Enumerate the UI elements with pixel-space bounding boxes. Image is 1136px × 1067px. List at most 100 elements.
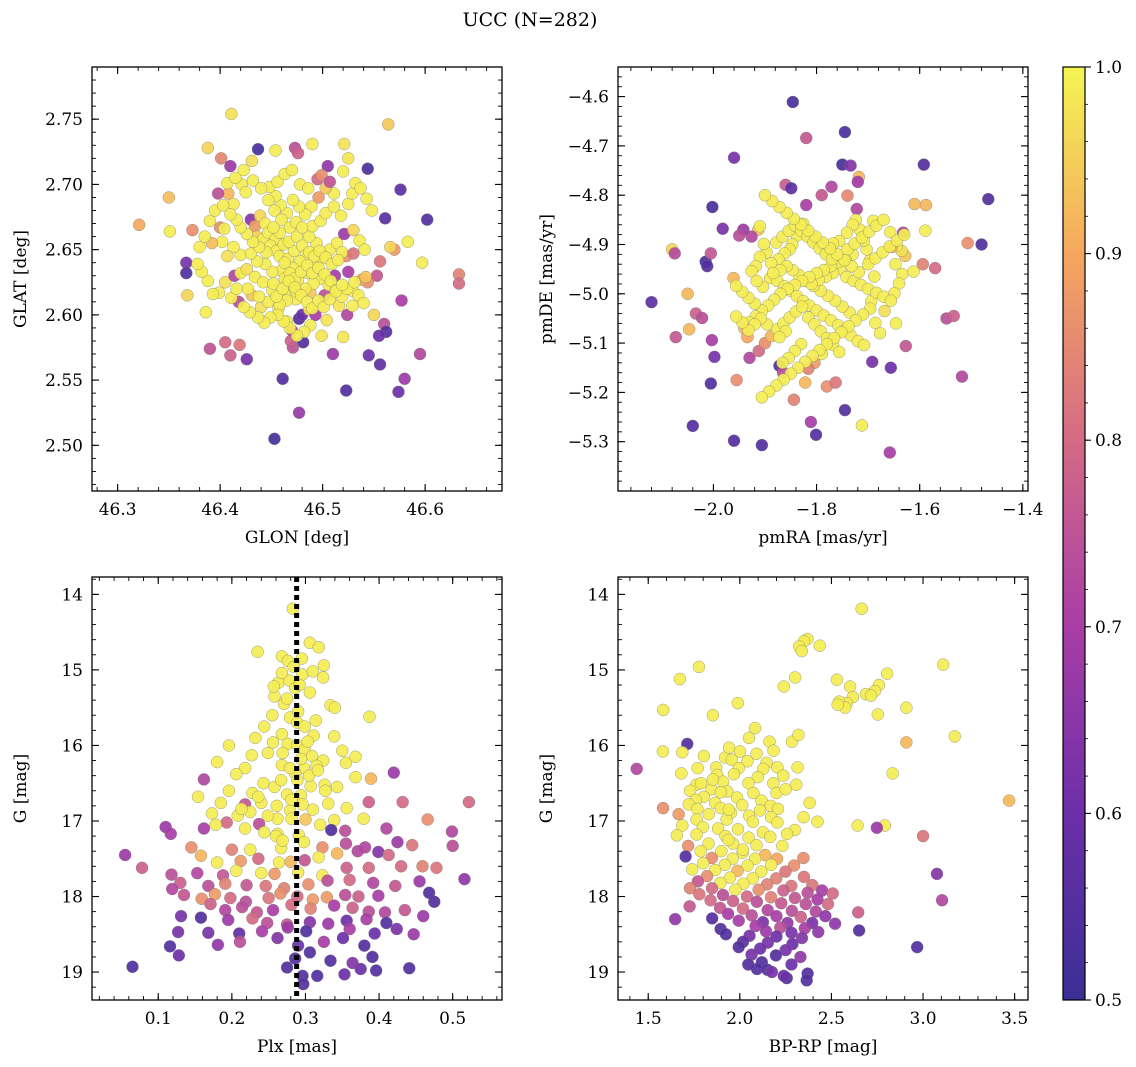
data-point: [787, 393, 801, 406]
x-tick-label: −1.8: [796, 500, 837, 520]
data-point: [821, 897, 835, 911]
data-point: [908, 197, 921, 211]
data-point: [706, 773, 720, 786]
data-point: [224, 349, 237, 362]
data-point: [219, 877, 232, 890]
data-point: [726, 894, 740, 908]
data-point: [446, 839, 459, 853]
data-point: [384, 240, 397, 254]
data-point: [339, 756, 353, 769]
data-point: [327, 730, 341, 743]
data-point: [202, 926, 215, 939]
data-point: [197, 822, 211, 835]
data-point: [219, 336, 232, 349]
data-point: [225, 843, 239, 856]
x-tick-label: 46.3: [99, 500, 137, 520]
data-point: [303, 686, 317, 699]
y-tick-label: 16: [61, 736, 83, 756]
scatter-points: [630, 602, 1016, 987]
data-point: [211, 938, 225, 952]
data-point: [683, 900, 696, 913]
data-point: [224, 891, 237, 905]
data-point: [428, 895, 441, 908]
data-point: [339, 888, 352, 902]
data-point: [445, 825, 459, 838]
data-point: [268, 432, 281, 445]
data-point: [779, 783, 792, 796]
data-point: [382, 118, 395, 131]
x-tick-label: 46.6: [406, 500, 444, 520]
x-tick-label: 1.5: [635, 1009, 662, 1029]
colorbar-tick-label: 0.8: [1095, 431, 1122, 451]
data-point: [358, 243, 371, 256]
data-point: [298, 854, 311, 867]
data-point: [686, 419, 699, 433]
data-point: [705, 882, 719, 895]
data-point: [785, 904, 799, 918]
data-point: [736, 843, 750, 856]
data-point: [790, 778, 803, 791]
scatter-panel-top-right: −2.0 −1.8 −1.6 −1.4 −5.3 −5.2 −5.1 −5.0 −4.9 −4.8…: [537, 66, 1043, 548]
data-point: [870, 821, 884, 834]
data-point: [319, 784, 332, 797]
data-point: [312, 191, 325, 204]
data-point: [363, 710, 376, 723]
data-point: [302, 182, 315, 195]
data-point: [928, 261, 942, 275]
data-point: [205, 807, 219, 820]
data-point: [291, 146, 305, 160]
data-point: [899, 339, 912, 353]
data-point: [800, 198, 813, 212]
axes-frame: [617, 66, 1029, 492]
data-point: [349, 750, 362, 763]
data-point: [351, 845, 364, 858]
data-point: [797, 851, 810, 865]
data-point: [276, 834, 289, 847]
data-point: [947, 309, 960, 323]
data-point: [372, 329, 386, 342]
x-tick-label: 0.2: [218, 1009, 245, 1029]
data-point: [266, 736, 280, 749]
data-point: [458, 872, 471, 886]
data-point: [742, 777, 755, 790]
data-point: [722, 803, 736, 816]
data-point: [873, 327, 887, 340]
data-point: [317, 659, 331, 672]
data-point: [328, 701, 342, 714]
data-point: [201, 141, 214, 155]
data-point: [358, 939, 371, 952]
data-point: [216, 235, 229, 248]
data-point: [804, 415, 818, 429]
data-point: [753, 942, 767, 955]
data-point: [452, 277, 466, 290]
data-point: [214, 796, 227, 810]
data-point: [276, 372, 289, 385]
data-point: [390, 922, 403, 936]
data-point: [407, 928, 420, 941]
data-point: [675, 767, 688, 780]
data-point: [417, 909, 430, 923]
colorbar-tick-label: 1.0: [1095, 58, 1122, 78]
data-point: [764, 891, 778, 904]
data-point: [210, 856, 224, 869]
data-point: [338, 968, 351, 981]
data-point: [880, 667, 894, 680]
data-point: [262, 891, 275, 905]
data-point: [202, 879, 215, 893]
y-tick-label: 14: [587, 585, 609, 605]
data-point: [327, 200, 341, 213]
data-point: [838, 403, 852, 417]
data-point: [919, 224, 932, 237]
data-point: [362, 795, 375, 809]
x-tick-label: 0.5: [439, 1009, 466, 1029]
data-point: [330, 847, 344, 860]
data-point: [275, 666, 289, 680]
scatter-panel-top-left: 46.3 46.4 46.5 46.6 2.50 2.55 2.60 2.65 2.70 2.75…: [11, 66, 503, 548]
data-point: [378, 212, 392, 225]
data-point: [751, 770, 764, 784]
data-point: [222, 739, 236, 752]
data-point: [191, 790, 205, 803]
data-point: [252, 790, 265, 803]
data-point: [382, 848, 395, 862]
y-axis-label: pmDE [mas/yr]: [537, 214, 557, 344]
